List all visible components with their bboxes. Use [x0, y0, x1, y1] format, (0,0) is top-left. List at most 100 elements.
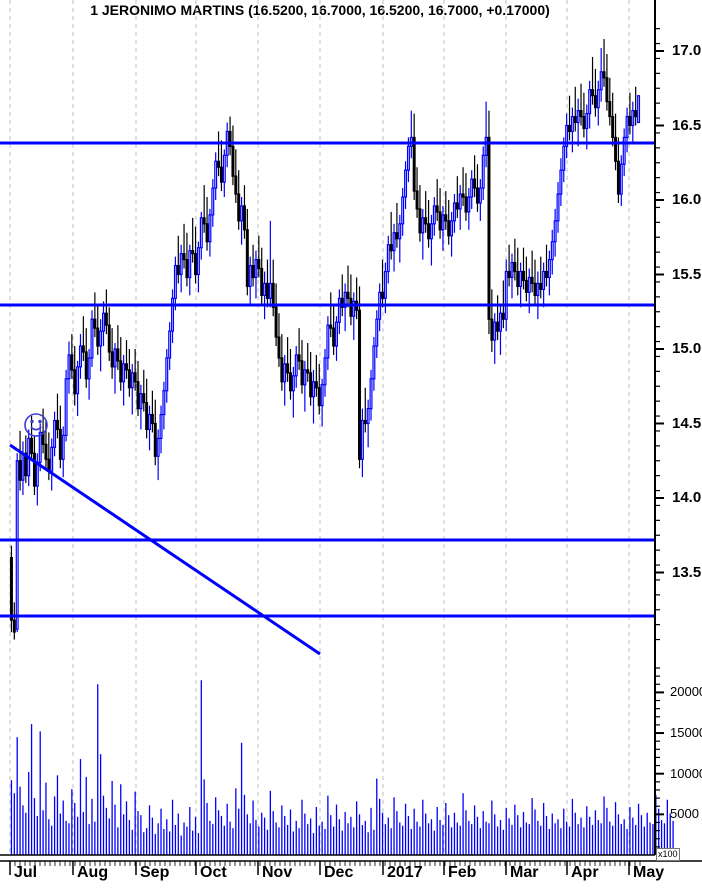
candle-body [363, 419, 367, 425]
candle-body [346, 291, 350, 299]
candle-body [219, 166, 223, 183]
candle-body [139, 393, 143, 410]
candle-body [9, 556, 13, 621]
month-label: Oct [200, 864, 227, 881]
volume-tick-label: 5000 [670, 806, 699, 822]
candle-body [522, 270, 525, 282]
candle-body [375, 318, 379, 347]
candle-body [340, 297, 344, 308]
candle-body [257, 259, 261, 270]
candle-body [15, 460, 19, 630]
candle-body [297, 354, 301, 362]
candle-body [53, 419, 57, 448]
candle-body [153, 422, 157, 457]
month-label: Jul [14, 864, 38, 881]
candle-body [349, 297, 353, 317]
candle-body [536, 282, 540, 296]
candle-body [208, 214, 212, 243]
candle-body [165, 357, 169, 392]
price-tick-label: 17.0 [672, 42, 702, 59]
candle-body [312, 381, 315, 398]
candle-body [64, 378, 68, 437]
candle-body [300, 360, 304, 386]
candle-body [470, 178, 474, 198]
candle-body [619, 163, 623, 195]
candle-body [217, 160, 221, 168]
candle-body [237, 193, 241, 222]
candle-body [579, 109, 583, 118]
candle-body [107, 324, 111, 353]
candle-body [481, 154, 485, 189]
candle-body [504, 270, 508, 320]
trend-line [9, 443, 321, 656]
smiley-eye-left [30, 419, 34, 424]
candle-body [352, 300, 356, 317]
candle-body [435, 205, 439, 213]
candle-body [294, 354, 298, 377]
candle-body [61, 434, 65, 460]
candle-body [168, 330, 172, 359]
candle-body [314, 381, 318, 389]
candle-body [70, 354, 74, 371]
candle-body [274, 306, 278, 338]
candle-body [360, 419, 364, 460]
candle-body [568, 124, 572, 133]
candle-body [444, 214, 448, 222]
candle-body [337, 297, 341, 323]
candle-body [447, 220, 451, 237]
candle-body [383, 270, 387, 299]
candle-body [162, 390, 166, 416]
volume-tick-label: 10000 [670, 765, 702, 781]
candle-body [533, 282, 537, 296]
candle-body [38, 431, 42, 463]
candle-body [588, 89, 592, 115]
candle-body [145, 402, 149, 431]
candle-body [125, 363, 128, 371]
month-label: Dec [324, 864, 354, 881]
candle-body [260, 267, 264, 296]
candle-body [596, 89, 600, 109]
candle-body [608, 101, 612, 118]
candle-body [343, 291, 347, 308]
candle-body [513, 261, 517, 273]
candle-body [323, 357, 327, 386]
candle-body [222, 154, 226, 183]
candle-body [467, 196, 471, 213]
candle-body [614, 136, 618, 162]
candle-body [634, 109, 638, 118]
candle-body [254, 259, 258, 279]
month-label: Nov [262, 864, 293, 881]
candle-body [507, 270, 511, 279]
candle-body [475, 187, 479, 204]
volume-unit-label: x100 [656, 848, 680, 861]
candle-body [412, 136, 416, 192]
candle-body [277, 336, 281, 359]
candle-body [637, 95, 641, 124]
candle-body [490, 318, 494, 341]
candle-body [188, 250, 192, 279]
candle-body [326, 324, 330, 359]
candle-body [452, 202, 456, 222]
candle-body [438, 211, 442, 231]
candle-body [12, 619, 16, 633]
candle-body [280, 357, 284, 383]
candle-body [464, 196, 468, 213]
candle-body [404, 169, 408, 198]
candle-body [570, 115, 574, 133]
candle-body [303, 369, 307, 386]
candle-body [291, 375, 295, 392]
candle-body [96, 327, 100, 347]
candle-body [369, 378, 373, 410]
candle-body [182, 253, 186, 261]
candle-body [358, 309, 362, 460]
candle-body [99, 330, 103, 347]
candle-body [401, 196, 405, 225]
candle-body [542, 270, 546, 290]
candle-body [547, 259, 551, 279]
price-tick-label: 14.5 [672, 414, 702, 432]
candle-body [35, 461, 39, 487]
candle-body [591, 89, 595, 97]
candle-body [156, 437, 160, 457]
candle-body [245, 229, 249, 288]
